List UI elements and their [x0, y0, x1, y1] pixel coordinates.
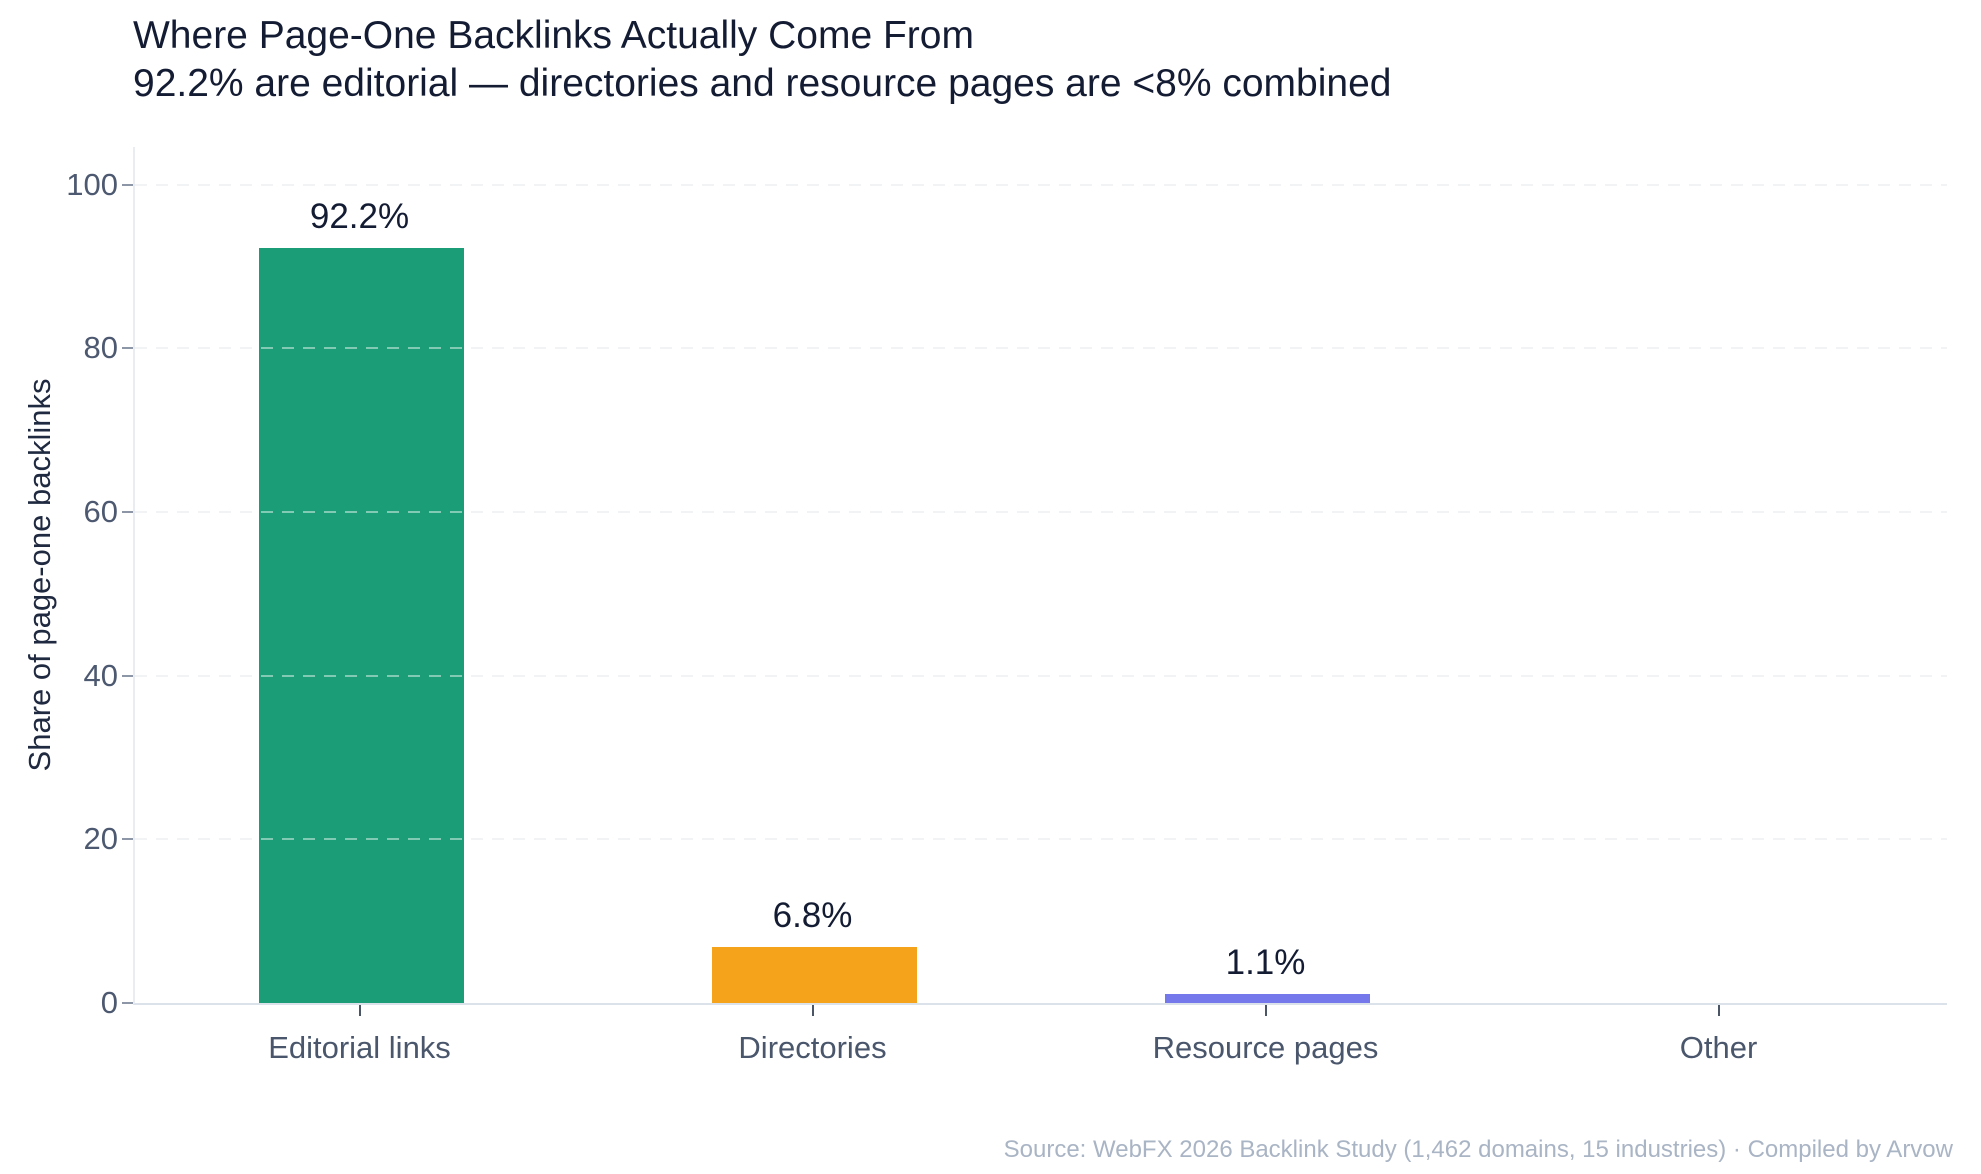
y-tick-mark [122, 347, 133, 350]
x-tick-mark [358, 1005, 361, 1016]
bar-directories [712, 947, 917, 1003]
chart-title: Where Page-One Backlinks Actually Come F… [133, 14, 974, 57]
y-tick-label-20: 20 [83, 821, 118, 857]
y-tick-label-40: 40 [83, 657, 118, 693]
x-tick-label-resource-pages: Resource pages [1152, 1030, 1379, 1065]
value-label-editorial-links: 92.2% [309, 197, 410, 237]
gridline-80 [135, 347, 1947, 350]
chart-subtitle: 92.2% are editorial — directories and re… [133, 62, 1392, 105]
gridline-overlay-100 [135, 183, 1947, 186]
value-label-resource-pages: 1.1% [1225, 942, 1306, 982]
y-tick-mark [122, 1002, 133, 1004]
x-tick-label-editorial-links: Editorial links [268, 1030, 451, 1065]
y-axis-label: Share of page-one backlinks [22, 378, 57, 772]
gridline-60 [135, 511, 1947, 513]
y-tick-mark [122, 674, 133, 677]
y-tick-label-0: 0 [100, 985, 118, 1020]
gridline-20 [135, 838, 1947, 841]
x-tick-mark [1717, 1005, 1720, 1016]
value-label-directories: 6.8% [772, 896, 853, 936]
plot-area [133, 147, 1947, 1005]
bar-editorial-links [259, 248, 464, 1003]
bar-resource-pages [1165, 994, 1370, 1003]
gridline-40 [135, 674, 1947, 677]
gridline-overlay-20 [135, 838, 1947, 841]
y-tick-label-100: 100 [66, 166, 118, 202]
y-tick-mark [122, 510, 133, 513]
x-tick-mark [1264, 1005, 1267, 1016]
x-tick-label-other: Other [1679, 1030, 1758, 1065]
y-tick-mark [122, 838, 133, 841]
gridline-100 [135, 183, 1947, 186]
y-tick-label-60: 60 [83, 493, 118, 529]
gridline-overlay-40 [135, 674, 1947, 677]
gridline-overlay-60 [135, 511, 1947, 513]
gridline-overlay-80 [135, 347, 1947, 350]
source-note: Source: WebFX 2026 Backlink Study (1,462… [1003, 1136, 1953, 1163]
x-tick-label-directories: Directories [738, 1030, 887, 1065]
x-tick-mark [811, 1005, 814, 1016]
y-tick-label-80: 80 [83, 330, 118, 366]
y-tick-mark [122, 183, 133, 186]
